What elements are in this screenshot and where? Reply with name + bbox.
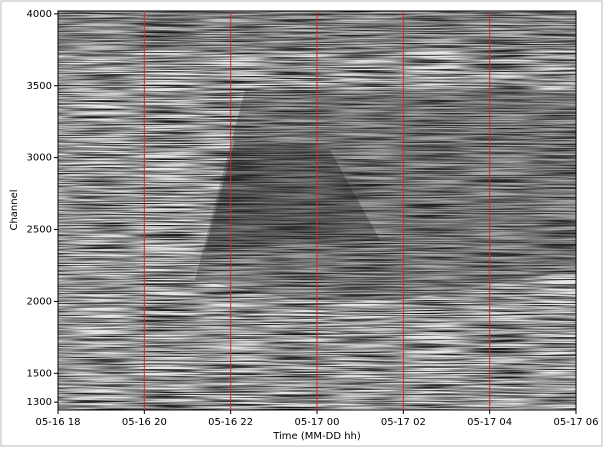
x-tick-label: 05-17 04 (467, 417, 512, 428)
x-tick-label: 05-16 22 (208, 417, 253, 428)
y-tick-label: 3000 (27, 153, 52, 164)
y-tick-label: 3500 (27, 81, 52, 92)
x-axis-label: Time (MM-DD hh) (272, 431, 361, 442)
y-tick-label: 2000 (27, 296, 52, 307)
x-tick-label: 05-17 06 (554, 417, 599, 428)
y-tick-label: 1500 (27, 368, 52, 379)
x-tick-label: 05-16 20 (122, 417, 167, 428)
x-tick-label: 05-16 18 (36, 417, 81, 428)
x-tick-label: 05-17 02 (381, 417, 426, 428)
y-tick-label: 4000 (27, 9, 52, 20)
y-axis-label: Channel (9, 189, 20, 230)
y-tick-label: 2500 (27, 225, 52, 236)
x-tick-label: 05-17 00 (295, 417, 340, 428)
y-tick-label: 1300 (27, 397, 52, 408)
